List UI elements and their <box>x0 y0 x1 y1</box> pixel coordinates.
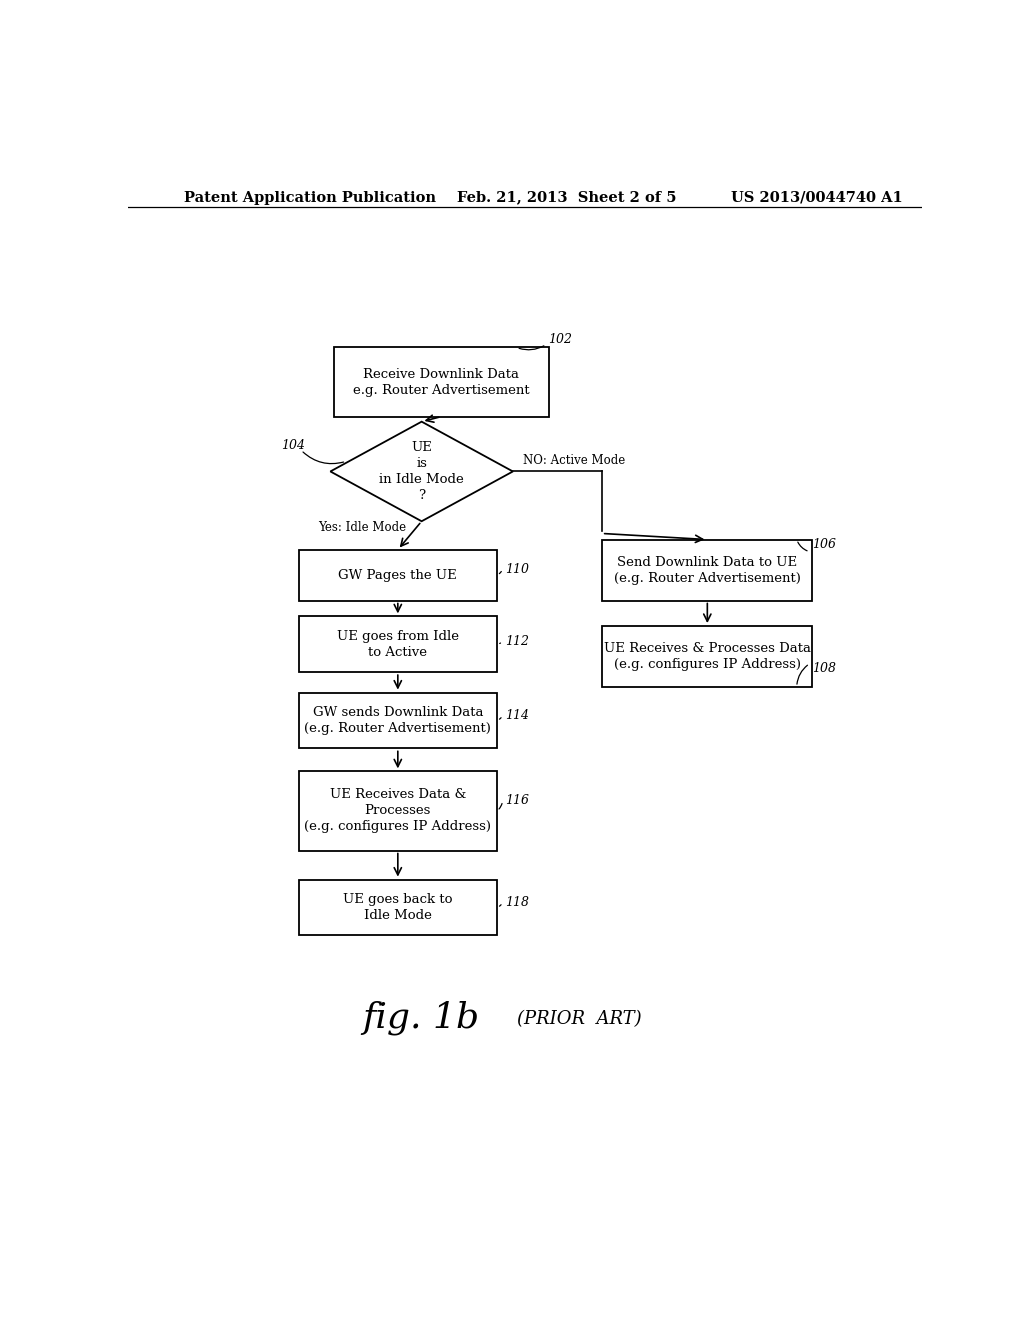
Text: Patent Application Publication: Patent Application Publication <box>183 190 435 205</box>
Text: 114: 114 <box>505 709 529 722</box>
Text: 110: 110 <box>505 562 529 576</box>
Text: US 2013/0044740 A1: US 2013/0044740 A1 <box>731 190 903 205</box>
Text: fig. 1b: fig. 1b <box>362 1001 479 1035</box>
Text: UE Receives Data &
Processes
(e.g. configures IP Address): UE Receives Data & Processes (e.g. confi… <box>304 788 492 833</box>
Polygon shape <box>331 421 513 521</box>
Text: NO: Active Mode: NO: Active Mode <box>523 454 626 467</box>
FancyBboxPatch shape <box>299 549 497 601</box>
Text: GW sends Downlink Data
(e.g. Router Advertisement): GW sends Downlink Data (e.g. Router Adve… <box>304 706 492 735</box>
FancyBboxPatch shape <box>299 771 497 850</box>
Text: 108: 108 <box>812 663 836 675</box>
Text: 116: 116 <box>505 795 529 808</box>
Text: UE goes from Idle
to Active: UE goes from Idle to Active <box>337 630 459 659</box>
Text: 104: 104 <box>282 438 305 451</box>
Text: Send Downlink Data to UE
(e.g. Router Advertisement): Send Downlink Data to UE (e.g. Router Ad… <box>614 556 801 585</box>
Text: Yes: Idle Mode: Yes: Idle Mode <box>318 521 407 533</box>
Text: 106: 106 <box>812 539 836 552</box>
Text: 112: 112 <box>505 635 529 648</box>
FancyBboxPatch shape <box>299 616 497 672</box>
FancyBboxPatch shape <box>602 540 812 601</box>
FancyBboxPatch shape <box>334 347 549 417</box>
Text: UE Receives & Processes Data
(e.g. configures IP Address): UE Receives & Processes Data (e.g. confi… <box>604 642 811 671</box>
Text: UE
is
in Idle Mode
?: UE is in Idle Mode ? <box>379 441 464 502</box>
Text: (PRIOR  ART): (PRIOR ART) <box>517 1010 641 1028</box>
FancyBboxPatch shape <box>299 693 497 748</box>
Text: Feb. 21, 2013  Sheet 2 of 5: Feb. 21, 2013 Sheet 2 of 5 <box>458 190 677 205</box>
Text: UE goes back to
Idle Mode: UE goes back to Idle Mode <box>343 894 453 921</box>
Text: 102: 102 <box>549 333 572 346</box>
FancyBboxPatch shape <box>602 626 812 686</box>
Text: 118: 118 <box>505 896 529 909</box>
Text: GW Pages the UE: GW Pages the UE <box>339 569 457 582</box>
FancyBboxPatch shape <box>299 879 497 936</box>
Text: Receive Downlink Data
e.g. Router Advertisement: Receive Downlink Data e.g. Router Advert… <box>353 367 529 396</box>
